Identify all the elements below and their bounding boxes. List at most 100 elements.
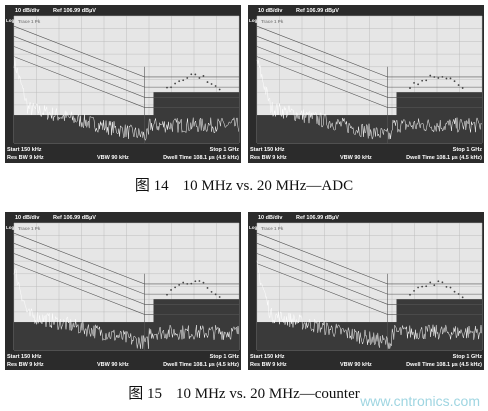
harmonic-peak xyxy=(453,80,456,83)
caption-text: 10 MHz vs. 20 MHz—counter xyxy=(176,386,360,402)
noise-floor-band xyxy=(153,299,239,350)
scale-label: 10 dB/div xyxy=(258,215,283,221)
harmonic-peak xyxy=(218,88,221,91)
stop-label: Stop 1 GHz xyxy=(453,354,483,360)
dwell-label: Dwell Time 108.1 µs (4.5 kHz) xyxy=(163,362,239,368)
vbw-label: VBW 90 kHz xyxy=(340,155,372,161)
spectrum-trace xyxy=(256,59,482,141)
harmonic-peak xyxy=(461,296,464,299)
mode-label: Log xyxy=(249,225,257,230)
figure-caption: 图 14 10 MHz vs. 20 MHz—ADC xyxy=(135,177,353,194)
scale-label: 10 dB/div xyxy=(15,215,40,221)
analyzer-screen: 10 dB/div Ref 106.99 dBµV Log Trace 1 Pk Sta… xyxy=(248,212,484,370)
harmonic-peak xyxy=(421,79,424,82)
spectrum-trace xyxy=(13,56,240,142)
harmonic-peak xyxy=(202,75,205,77)
trace-label: Trace 1 Pk xyxy=(18,226,41,231)
harmonic-peak xyxy=(421,285,424,288)
analyzer-screen: 10 dB/div Ref 106.99 dBµV Log Trace 1 Pk Sta… xyxy=(5,212,241,370)
harmonic-peak xyxy=(445,77,448,80)
noise-floor-band xyxy=(153,92,239,143)
harmonic-peak xyxy=(461,87,464,89)
trace-label: Trace 1 Pk xyxy=(261,226,284,231)
start-label: Start 150 kHz xyxy=(7,147,42,153)
mode-label: Log xyxy=(249,18,257,23)
harmonic-peak xyxy=(437,77,440,79)
harmonic-peak xyxy=(198,280,201,282)
harmonic-peak xyxy=(433,284,436,287)
harmonic-peak xyxy=(441,75,444,78)
caption-label: 图 15 xyxy=(128,385,162,402)
scale-label: 10 dB/div xyxy=(258,8,283,14)
harmonic-peak xyxy=(433,76,436,78)
stop-label: Stop 1 GHz xyxy=(210,354,240,360)
harmonic-peak xyxy=(413,289,415,292)
harmonic-peak xyxy=(417,286,419,289)
harmonic-peak xyxy=(409,87,411,89)
trace-label: Trace 1 Pk xyxy=(261,19,284,24)
harmonic-peak xyxy=(166,86,168,89)
dwell-label: Dwell Time 108.1 µs (4.5 kHz) xyxy=(406,155,482,161)
mode-label: Log xyxy=(6,18,14,23)
start-label: Start 150 kHz xyxy=(7,354,42,360)
harmonic-peak xyxy=(457,84,460,86)
rbw-label: Res BW 9 kHz xyxy=(250,362,287,368)
harmonic-peak xyxy=(449,286,452,289)
harmonic-peak xyxy=(449,77,452,80)
harmonic-peak xyxy=(202,281,205,284)
spectrum-trace xyxy=(256,260,483,349)
harmonic-peak xyxy=(445,285,448,288)
harmonic-peak xyxy=(174,286,177,289)
harmonic-peak xyxy=(186,283,189,285)
rbw-label: Res BW 9 kHz xyxy=(7,362,44,368)
harmonic-peak xyxy=(166,293,168,296)
harmonic-peak xyxy=(194,280,197,283)
ref-label: Ref 106.99 dBµV xyxy=(296,8,339,14)
harmonic-peak xyxy=(417,83,419,86)
harmonic-peak xyxy=(186,77,189,79)
harmonic-peak xyxy=(413,82,415,84)
harmonic-peak xyxy=(437,280,440,283)
harmonic-peak xyxy=(170,86,172,89)
dwell-label: Dwell Time 108.1 µs (4.5 kHz) xyxy=(406,362,482,368)
harmonic-peak xyxy=(170,289,172,291)
figure-caption: 图 15 10 MHz vs. 20 MHz—counter xyxy=(128,385,360,402)
analyzer-screen: 10 dB/div Ref 106.99 dBµV Log Trace 1 Pk Sta… xyxy=(248,5,484,163)
harmonic-peak xyxy=(206,81,209,83)
harmonic-peak xyxy=(190,282,193,285)
vbw-label: VBW 90 kHz xyxy=(340,362,372,368)
noise-floor-band xyxy=(396,92,482,143)
harmonic-peak xyxy=(214,85,217,87)
rbw-label: Res BW 9 kHz xyxy=(7,155,44,161)
caption-text: 10 MHz vs. 20 MHz—ADC xyxy=(183,178,353,194)
vbw-label: VBW 90 kHz xyxy=(97,362,129,368)
start-label: Start 150 kHz xyxy=(250,147,285,153)
harmonic-peak xyxy=(182,281,185,284)
caption-label: 图 14 xyxy=(135,177,169,194)
noise-floor-band xyxy=(396,299,482,350)
harmonic-peak xyxy=(174,82,177,85)
watermark: www.cntronics.com xyxy=(359,393,480,409)
ref-label: Ref 106.99 dBµV xyxy=(296,215,339,221)
ref-label: Ref 106.99 dBµV xyxy=(53,215,96,221)
harmonic-peak xyxy=(409,293,411,296)
harmonic-peak xyxy=(198,77,201,79)
trace-label: Trace 1 Pk xyxy=(18,19,41,24)
analyzer-screen: 10 dB/div Ref 106.99 dBµV Log Trace 1 Pk Sta… xyxy=(5,5,241,163)
harmonic-peak xyxy=(429,74,432,77)
harmonic-peak xyxy=(441,281,444,284)
harmonic-peak xyxy=(214,293,217,296)
harmonic-peak xyxy=(178,80,181,83)
harmonic-peak xyxy=(457,293,460,295)
harmonic-peak xyxy=(425,285,428,288)
harmonic-peak xyxy=(218,296,221,298)
mode-label: Log xyxy=(6,225,14,230)
harmonic-peak xyxy=(429,281,432,284)
vbw-label: VBW 90 kHz xyxy=(97,155,129,161)
spectrum-trace xyxy=(13,268,240,349)
stop-label: Stop 1 GHz xyxy=(453,147,483,153)
harmonic-peak xyxy=(425,79,428,82)
harmonic-peak xyxy=(182,79,185,82)
harmonic-peak xyxy=(206,287,209,289)
scale-label: 10 dB/div xyxy=(15,8,40,14)
